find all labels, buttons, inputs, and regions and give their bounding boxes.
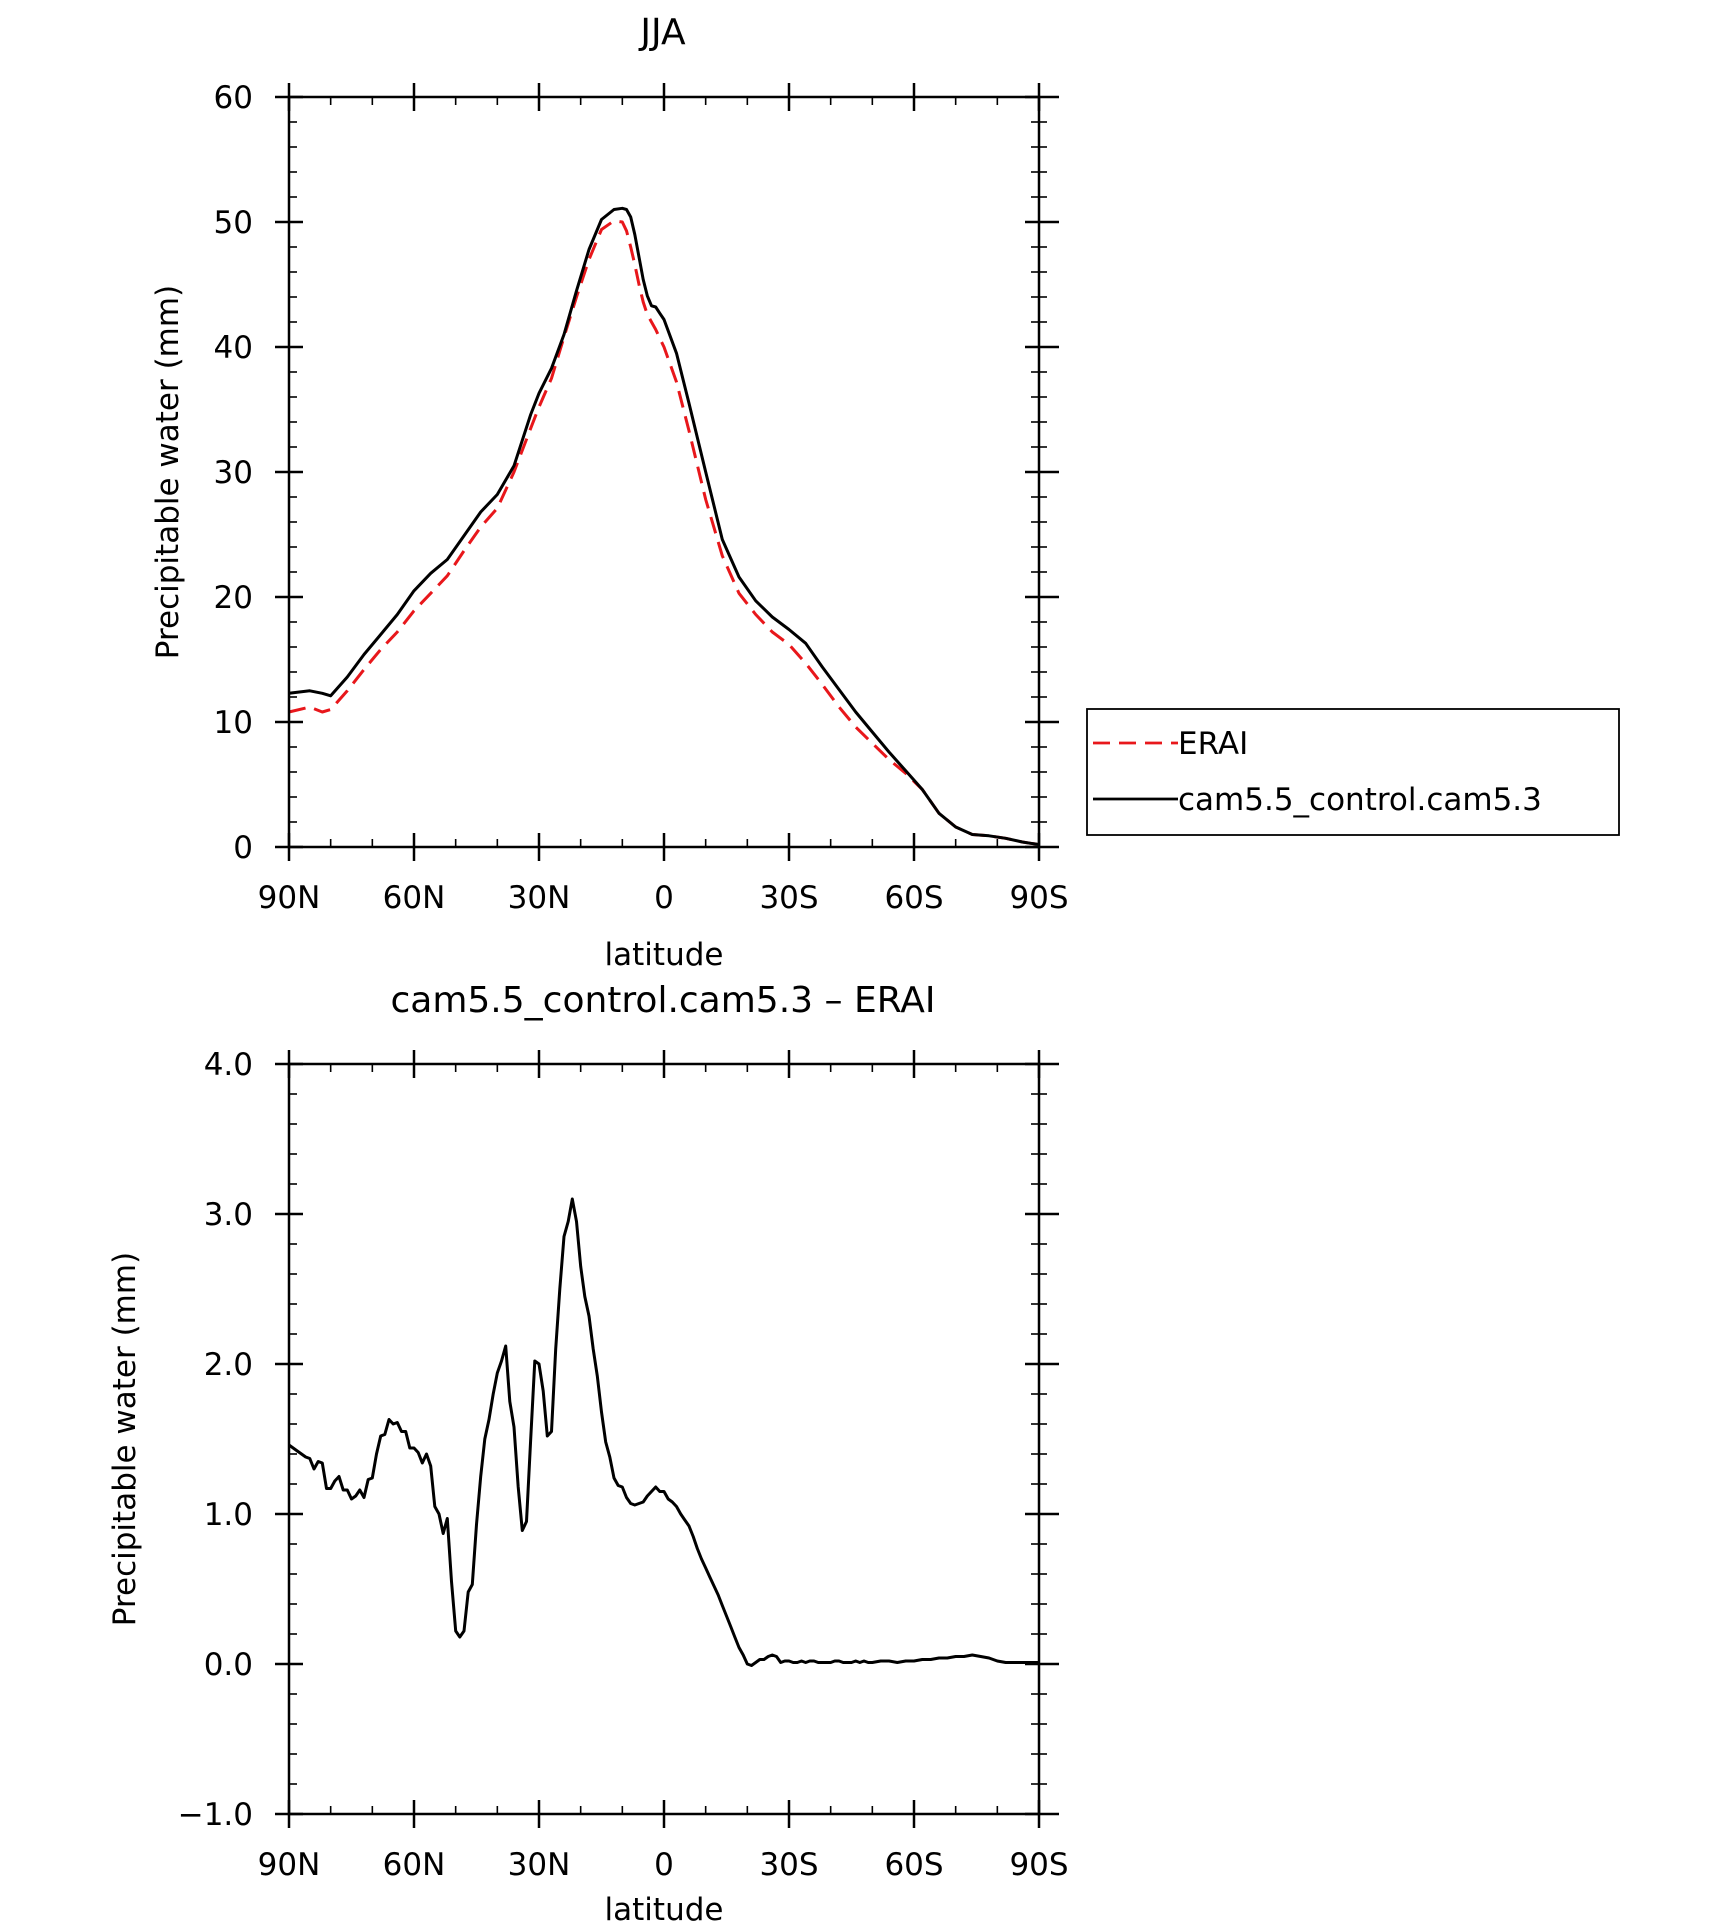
x-tick-label: 60S [884, 1847, 943, 1883]
plot-frame-top [287, 95, 1041, 849]
legend: ERAI cam5.5_control.cam5.3 [1086, 708, 1620, 836]
y-tick-label: 3.0 [204, 1197, 253, 1233]
y-tick-label: 2.0 [204, 1347, 253, 1383]
x-tick-label: 30S [759, 1847, 818, 1883]
x-tick-label: 90N [258, 1847, 321, 1883]
x-tick-label: 90S [1009, 880, 1068, 916]
y-tick-label: 60 [214, 80, 253, 116]
y-ticks-top: 0 10 20 30 40 50 60 [214, 80, 1059, 866]
y-tick-label: 10 [214, 705, 253, 741]
legend-label-cam: cam5.5_control.cam5.3 [1178, 782, 1542, 818]
y-tick-label: 4.0 [204, 1047, 253, 1083]
series-lines-top [288, 206, 1040, 846]
panel-top: JJA 90N 60N 30N 0 30S 60S 90S 0 10 20 30 40 50 60 la… [150, 12, 1069, 973]
y-tick-label: 1.0 [204, 1497, 253, 1533]
legend-label-erai: ERAI [1178, 726, 1248, 762]
panel-bottom: cam5.5_control.cam5.3 – ERAI 90N 60N 30N 0 3… [107, 980, 1069, 1922]
x-tick-label: 30S [759, 880, 818, 916]
x-tick-label: 60N [383, 1847, 446, 1883]
y-ticks-bottom: −1.0 0.0 1.0 2.0 3.0 4.0 [178, 1047, 1059, 1833]
y-axis-label-bottom: Precipitable water (mm) [107, 1252, 143, 1626]
plot-frame-bottom [287, 1062, 1041, 1816]
x-ticks-bottom: 90N 60N 30N 0 30S 60S 90S [258, 1050, 1069, 1883]
legend-box [1086, 708, 1620, 836]
minor-ticks-top [289, 97, 1047, 847]
x-tick-label: 60S [884, 880, 943, 916]
x-ticks-top: 90N 60N 30N 0 30S 60S 90S [258, 83, 1069, 916]
chart-title-top: JJA [638, 12, 686, 53]
y-tick-label: 50 [214, 205, 253, 241]
y-axis-label-top: Precipitable water (mm) [150, 285, 186, 659]
series-line-difference [288, 1197, 1039, 1667]
y-tick-label: −1.0 [178, 1797, 253, 1833]
x-axis-label-bottom: latitude [605, 1892, 724, 1922]
x-tick-label: 90S [1009, 1847, 1068, 1883]
x-tick-label: 30N [508, 880, 571, 916]
y-tick-label: 40 [214, 330, 253, 366]
series-lines-bottom [288, 1197, 1039, 1667]
x-tick-label: 0 [654, 880, 674, 916]
minor-ticks-bottom [289, 1064, 1047, 1814]
y-tick-label: 0 [233, 830, 253, 866]
chart-title-bottom: cam5.5_control.cam5.3 – ERAI [390, 980, 935, 1021]
y-tick-label: 30 [214, 455, 253, 491]
series-line-erai [288, 219, 1040, 846]
x-tick-label: 30N [508, 1847, 571, 1883]
y-tick-label: 0.0 [204, 1647, 253, 1683]
x-axis-label-top: latitude [605, 937, 724, 973]
x-tick-label: 60N [383, 880, 446, 916]
x-tick-label: 90N [258, 880, 321, 916]
series-line-cam5-5-control-cam5-3 [288, 206, 1040, 846]
y-tick-label: 20 [214, 580, 253, 616]
x-tick-label: 0 [654, 1847, 674, 1883]
